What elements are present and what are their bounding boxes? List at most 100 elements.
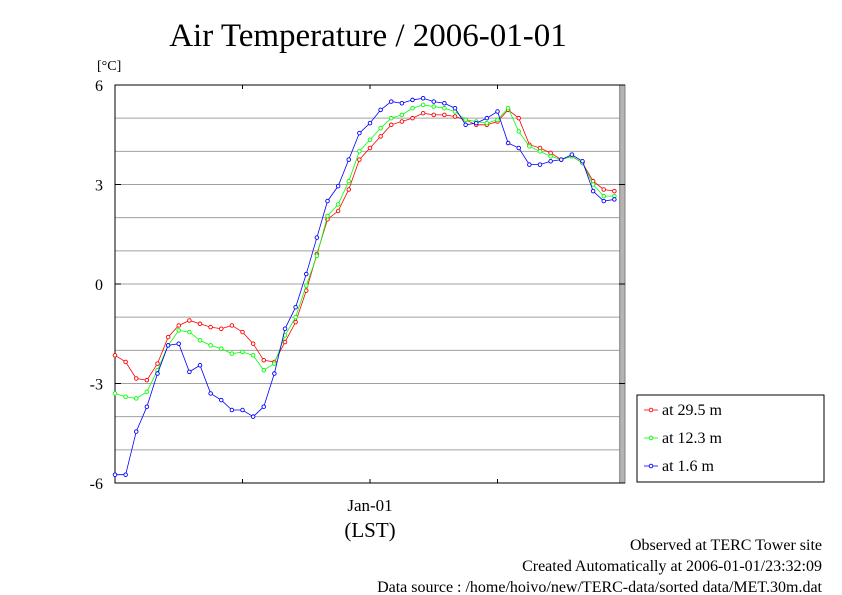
footer-created: Created Automatically at 2006-01-01/23:3… bbox=[522, 558, 822, 575]
data-point bbox=[229, 351, 235, 356]
data-point bbox=[399, 112, 405, 118]
y-tick-label: 3 bbox=[95, 178, 103, 195]
data-point bbox=[431, 112, 437, 118]
data-point bbox=[133, 376, 139, 381]
data-point bbox=[208, 343, 213, 348]
data-point bbox=[569, 152, 575, 157]
data-point bbox=[314, 235, 320, 240]
data-point bbox=[133, 429, 139, 434]
data-point bbox=[261, 358, 267, 363]
gridlines bbox=[115, 117, 625, 451]
data-point bbox=[378, 134, 383, 139]
y-tick-label: 0 bbox=[95, 277, 103, 294]
data-point bbox=[580, 159, 585, 164]
data-point bbox=[420, 102, 426, 108]
data-point bbox=[357, 149, 362, 154]
data-point bbox=[187, 329, 192, 335]
data-point bbox=[495, 109, 500, 114]
legend-swatch-marker bbox=[648, 435, 654, 441]
legend-label: at 12.3 m bbox=[662, 430, 723, 447]
data-point bbox=[378, 125, 383, 131]
data-point bbox=[484, 115, 490, 121]
data-point bbox=[527, 144, 532, 149]
data-point bbox=[304, 283, 309, 288]
data-point bbox=[314, 253, 320, 259]
data-point bbox=[176, 328, 181, 333]
data-point bbox=[240, 329, 245, 335]
data-point bbox=[208, 324, 213, 330]
data-point bbox=[474, 120, 479, 126]
data-point bbox=[155, 361, 160, 366]
data-point bbox=[601, 198, 607, 204]
data-point bbox=[410, 115, 415, 121]
data-point bbox=[144, 404, 150, 409]
series-line bbox=[115, 97, 615, 476]
data-point bbox=[272, 371, 277, 376]
data-point bbox=[357, 130, 362, 136]
data-point bbox=[442, 112, 447, 118]
data-point bbox=[293, 319, 298, 325]
data-point bbox=[420, 110, 426, 116]
data-point bbox=[304, 271, 309, 277]
data-point bbox=[612, 197, 617, 202]
data-point bbox=[367, 145, 373, 151]
data-point bbox=[293, 314, 298, 320]
data-point bbox=[335, 202, 341, 207]
legend-swatch-marker bbox=[648, 407, 654, 413]
data-point bbox=[176, 341, 181, 346]
data-point bbox=[144, 377, 150, 383]
data-point bbox=[378, 107, 383, 113]
data-point bbox=[612, 188, 617, 194]
data-point bbox=[367, 137, 373, 142]
series-at-29-5-m bbox=[112, 107, 617, 383]
data-point bbox=[240, 407, 245, 413]
data-point bbox=[123, 472, 128, 477]
data-point bbox=[218, 346, 224, 351]
series-at-12-3-m bbox=[112, 102, 617, 401]
data-point bbox=[250, 341, 256, 346]
data-point bbox=[548, 154, 553, 159]
y-axis-ticks: 6 3 0 -3 -6 bbox=[90, 78, 625, 493]
data-point bbox=[389, 99, 394, 104]
data-point bbox=[218, 397, 224, 403]
data-point bbox=[410, 97, 415, 103]
data-point bbox=[495, 117, 500, 123]
data-point bbox=[282, 326, 288, 332]
data-point bbox=[250, 353, 256, 358]
data-point bbox=[187, 369, 192, 375]
series-at-1-6-m bbox=[112, 96, 617, 477]
data-point bbox=[218, 326, 224, 332]
data-point bbox=[431, 99, 437, 104]
data-point bbox=[431, 104, 437, 109]
data-point bbox=[123, 359, 128, 365]
y-axis-unit: [°C] bbox=[97, 59, 121, 74]
data-point bbox=[208, 391, 213, 396]
chart-title: Air Temperature / 2006-01-01 bbox=[169, 18, 567, 54]
data-point bbox=[389, 122, 394, 128]
series-layer bbox=[112, 96, 617, 477]
data-point bbox=[123, 394, 128, 400]
data-point bbox=[463, 117, 468, 123]
data-point bbox=[155, 371, 160, 376]
data-point bbox=[229, 323, 235, 328]
legend-label: at 29.5 m bbox=[662, 402, 723, 419]
data-point bbox=[346, 178, 352, 184]
data-point bbox=[346, 187, 352, 192]
data-point bbox=[516, 115, 522, 121]
data-point bbox=[516, 145, 522, 151]
data-point bbox=[367, 120, 373, 126]
data-point bbox=[272, 361, 277, 366]
data-point bbox=[261, 404, 267, 409]
data-point bbox=[505, 105, 511, 111]
legend-box bbox=[636, 394, 825, 483]
data-point bbox=[250, 414, 256, 419]
data-point bbox=[442, 105, 447, 111]
footer-data-source: Data source : /home/hoivo/new/TERC-data/… bbox=[377, 579, 822, 595]
data-point bbox=[399, 100, 405, 106]
data-point bbox=[240, 349, 245, 355]
data-point bbox=[484, 120, 490, 126]
data-point bbox=[559, 157, 564, 162]
data-point bbox=[452, 105, 458, 111]
data-point bbox=[176, 323, 181, 328]
data-point bbox=[325, 198, 330, 204]
